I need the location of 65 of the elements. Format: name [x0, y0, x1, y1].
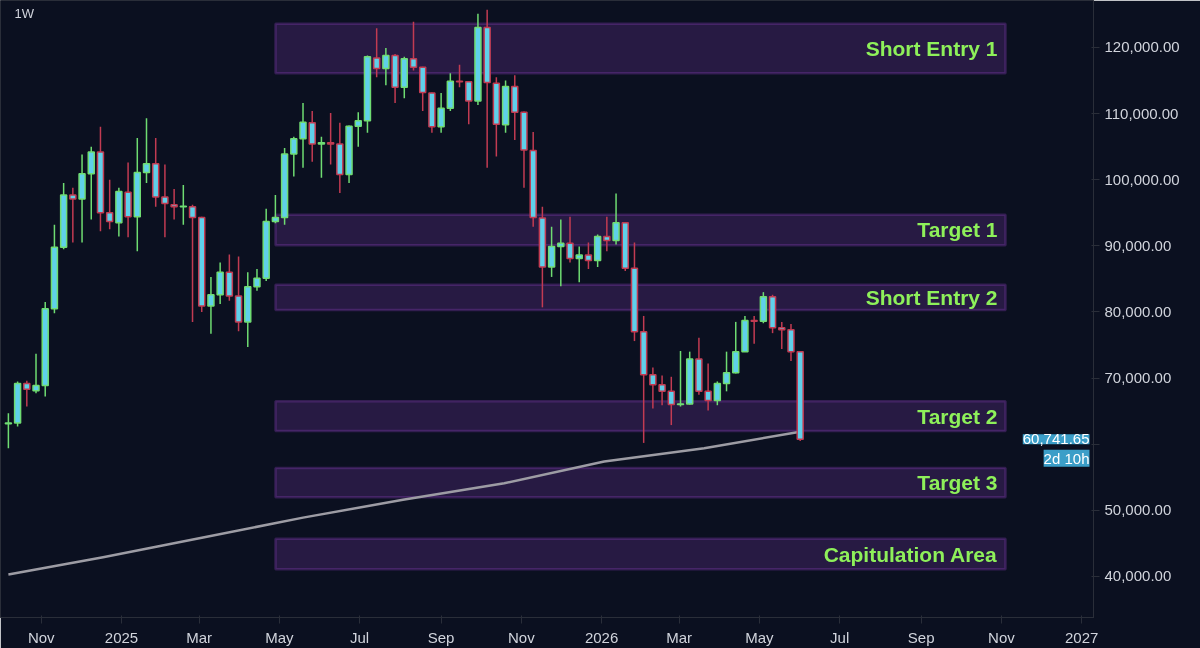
x-tick-label: 2027	[1064, 628, 1099, 646]
chart-subtitle: 1W	[14, 5, 35, 21]
band-label: Target 3	[917, 471, 998, 495]
candlestick	[593, 233, 602, 268]
x-tick-label: May	[745, 628, 775, 646]
y-tick-label: 90,000.00	[1104, 236, 1172, 254]
candlestick	[787, 323, 795, 362]
candlestick	[290, 135, 298, 178]
x-tick-label: Nov	[27, 628, 56, 646]
candlestick	[409, 20, 418, 72]
candlestick	[207, 276, 215, 335]
x-tick-label: Jul	[349, 628, 370, 646]
band-label: Capitulation Area	[823, 542, 998, 566]
candlestick	[584, 241, 593, 270]
x-tick-label: Sep	[427, 628, 455, 646]
y-tick-label: 50,000.00	[1104, 501, 1172, 519]
candlestick	[105, 178, 114, 231]
candlestick	[326, 112, 335, 166]
y-tick-label: 110,000.00	[1104, 104, 1179, 122]
candlestick	[667, 376, 676, 426]
x-tick-label: May	[265, 628, 295, 646]
candlestick	[354, 111, 362, 148]
x-tick-label: Nov	[508, 628, 536, 646]
candlestick	[271, 194, 280, 225]
candlestick	[547, 225, 556, 278]
candlestick	[722, 350, 731, 393]
x-tick-label: Mar	[186, 628, 213, 646]
band-label: Target 1	[917, 218, 998, 242]
candlestick	[455, 63, 464, 88]
candlestick	[704, 362, 712, 412]
candlestick	[142, 117, 151, 184]
x-tick-label: Mar	[666, 628, 693, 646]
candlestick	[87, 145, 95, 221]
candlestick	[4, 412, 13, 449]
y-tick-label: 120,000.00	[1104, 38, 1180, 56]
candlestick	[317, 135, 326, 179]
candlestick	[676, 350, 685, 408]
candlestick	[713, 380, 722, 406]
candlestick	[732, 321, 740, 375]
x-tick-label: Jul	[830, 628, 850, 646]
candlestick	[179, 184, 188, 226]
candlestick	[225, 253, 234, 302]
candlestick	[216, 261, 224, 305]
band-label: Short Entry 2	[865, 285, 998, 309]
candlestick	[649, 366, 657, 410]
x-tick-label: 2026	[584, 628, 619, 646]
annotation: 60,741.65	[1022, 430, 1090, 448]
candlestick	[170, 188, 178, 221]
x-tick-label: 2025	[104, 628, 139, 646]
band-label: Short Entry 1	[865, 36, 998, 60]
band-label: Target 2	[917, 404, 998, 428]
x-tick-label: Sep	[907, 628, 935, 646]
candlestick	[465, 81, 473, 125]
candlestick	[253, 268, 261, 292]
candlestick	[188, 204, 197, 323]
annotation: 2d 10h	[1043, 449, 1090, 467]
y-tick-label: 70,000.00	[1104, 369, 1172, 387]
candlestick	[778, 321, 786, 350]
candlestick	[658, 374, 666, 406]
candlestick	[372, 27, 381, 78]
y-tick-label: 80,000.00	[1104, 302, 1172, 320]
y-tick-label: 100,000.00	[1104, 170, 1180, 188]
y-tick-label: 40,000.00	[1104, 567, 1172, 585]
x-tick-label: Nov	[988, 628, 1016, 646]
candlestick	[161, 163, 169, 238]
